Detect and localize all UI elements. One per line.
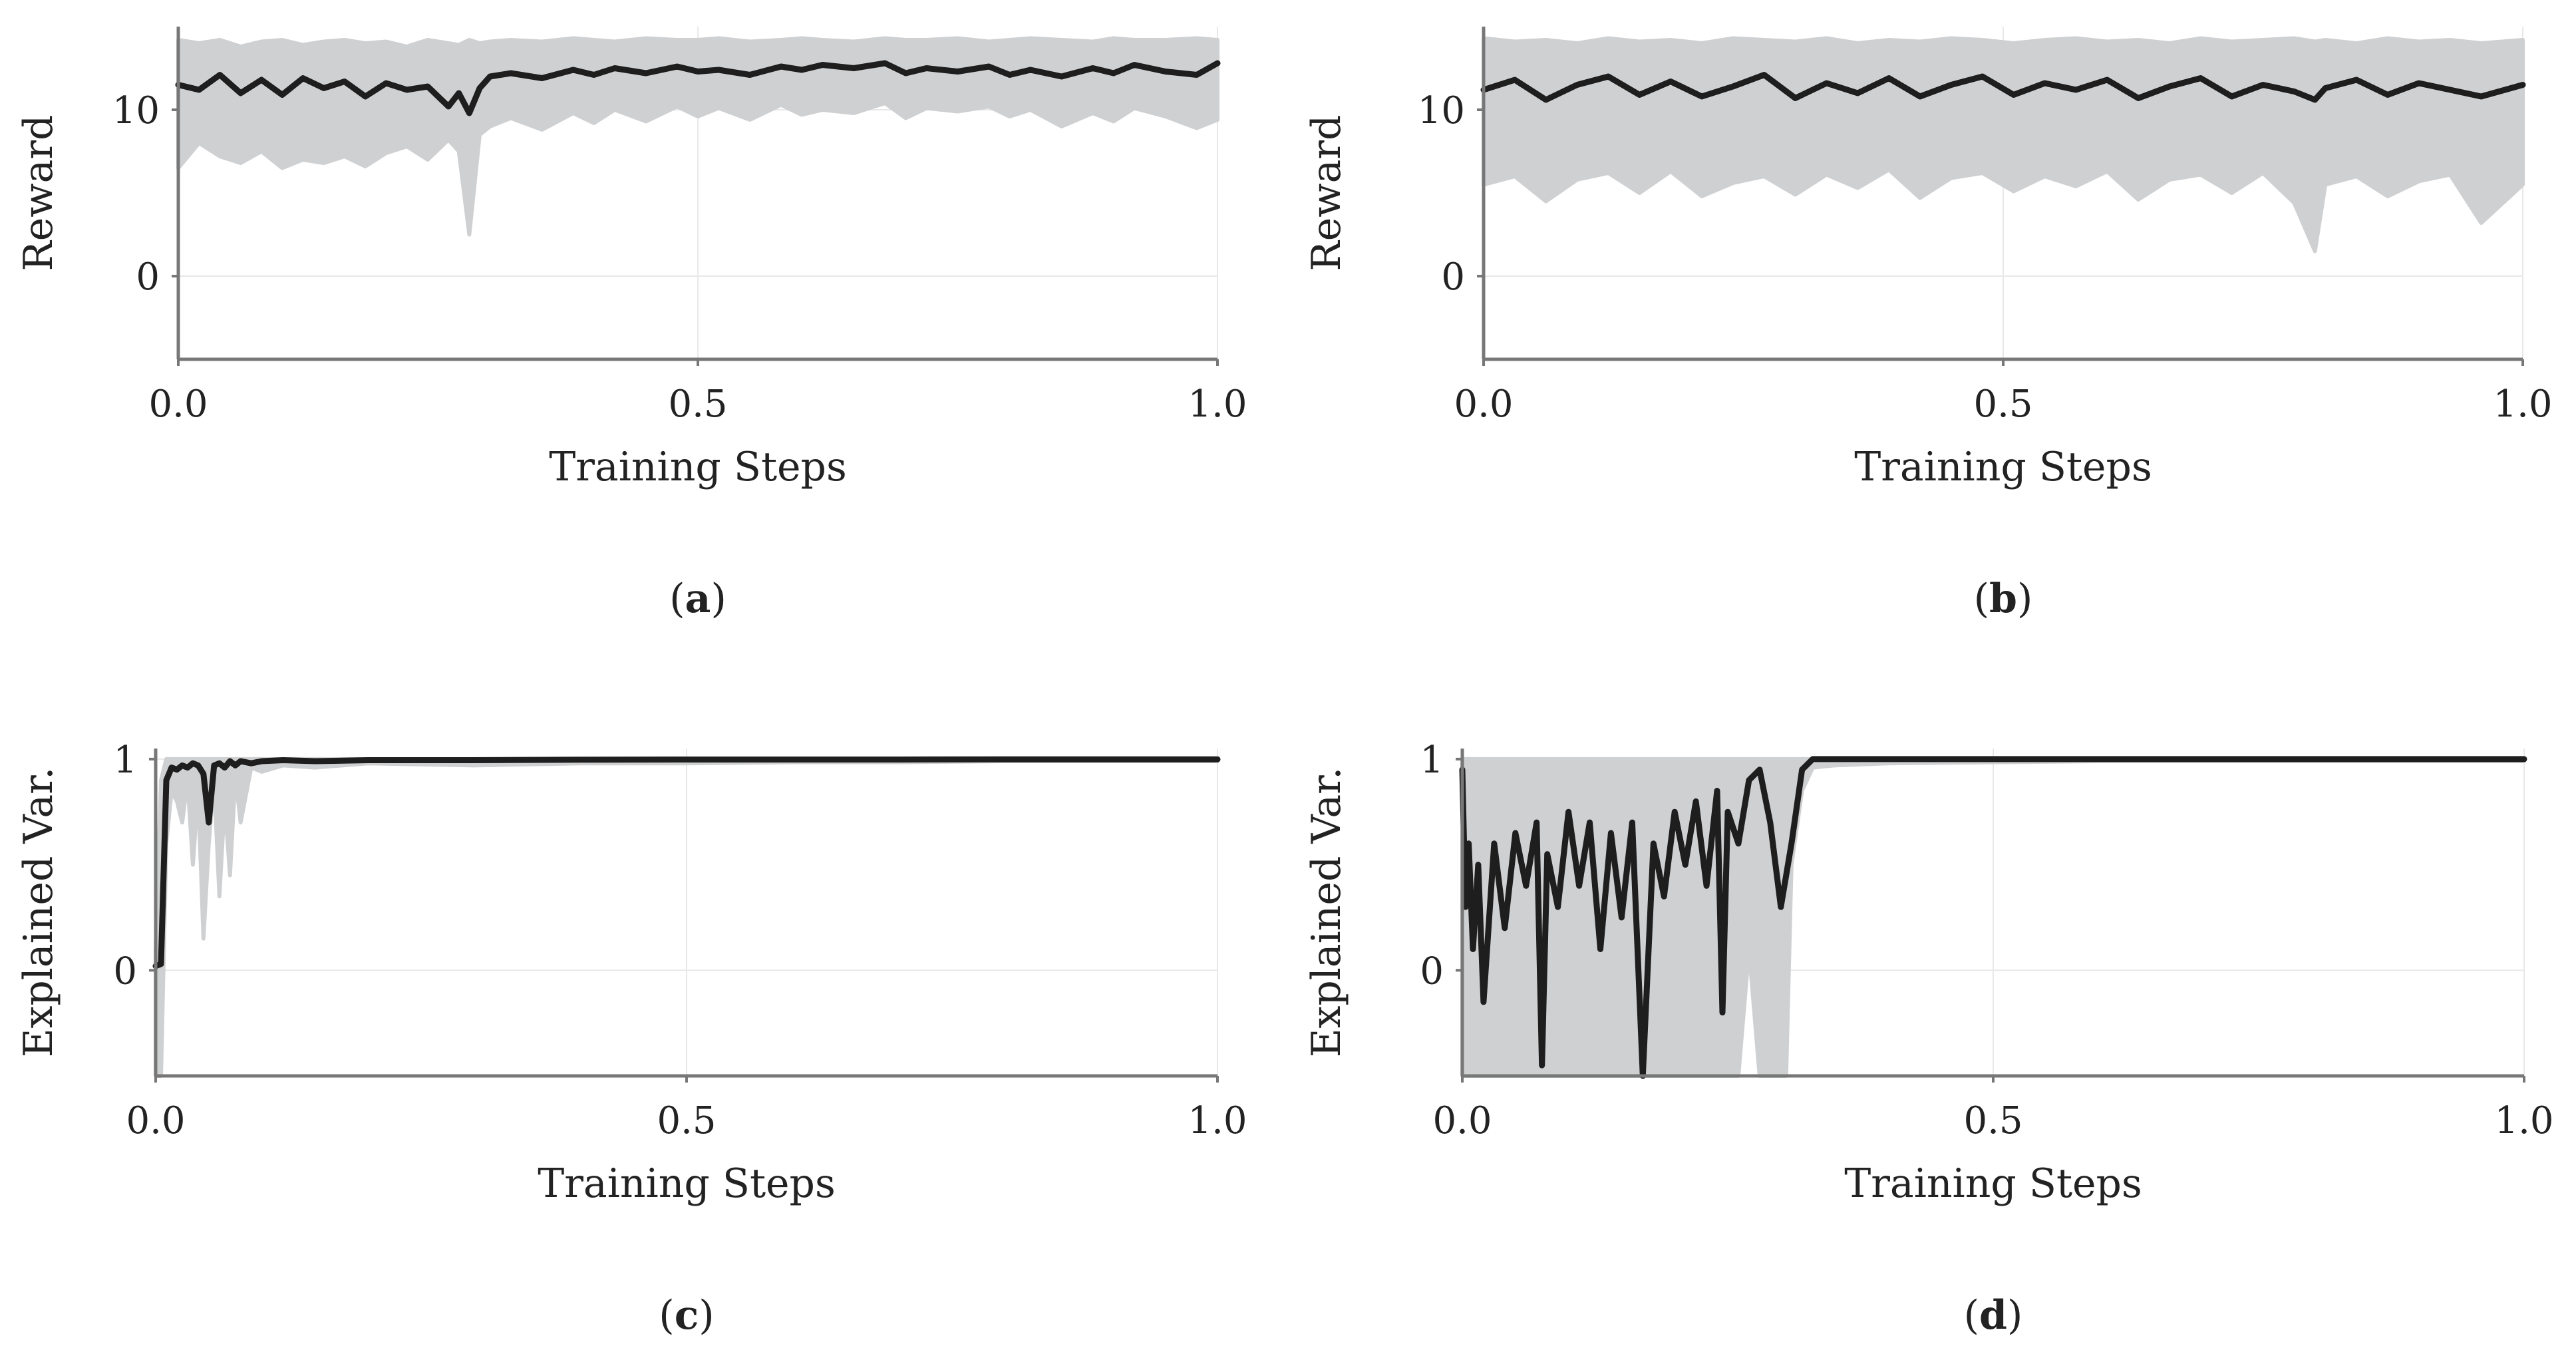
chart-c-mean-line	[152, 756, 1221, 969]
chart-a-x-tick-label-2: 1.0	[1188, 383, 1247, 426]
chart-panel-a: 0.0 0.5 1.0 0 10 Training Steps Reward (a)	[0, 0, 1288, 682]
chart-svg-b: 0.0 0.5 1.0 0 10 Training Steps Reward (b)	[1303, 27, 2553, 622]
chart-a-x-tick-label-1: 0.5	[668, 383, 727, 426]
chart-d-y-tick-label-0: 0	[1420, 949, 1444, 993]
chart-c-x-tick-label-0: 0.0	[126, 1099, 185, 1142]
chart-b-x-tick-label-1: 0.5	[1973, 383, 2032, 426]
chart-svg-d: 0.0 0.5 1.0 0 1 Training Steps Explained Var. (…	[1303, 739, 2554, 1339]
chart-a-y-axis-title: Reward	[15, 115, 62, 271]
chart-b-mean-line	[1480, 72, 2526, 103]
chart-c-x-tick-label-1: 0.5	[657, 1099, 716, 1142]
chart-panel-c: 0.0 0.5 1.0 0 1 Training Steps Explained Var. (…	[0, 682, 1288, 1364]
chart-panel-b: 0.0 0.5 1.0 0 10 Training Steps Reward (b)	[1288, 0, 2576, 682]
chart-b-x-axis-title: Training Steps	[1854, 444, 2152, 490]
chart-b-x-tick-label-2: 1.0	[2493, 383, 2552, 426]
chart-d-y-axis-title: Explained Var.	[1303, 767, 1350, 1058]
chart-svg-c: 0.0 0.5 1.0 0 1 Training Steps Explained Var. (…	[15, 739, 1247, 1339]
chart-d-x-axis-title: Training Steps	[1844, 1160, 2142, 1207]
chart-b-y-tick-label-0: 0	[1441, 256, 1465, 299]
chart-a-variance-band	[176, 36, 1219, 237]
chart-d-caption: (d)	[1964, 1292, 2023, 1339]
chart-d-x-tick-label-0: 0.0	[1432, 1099, 1492, 1142]
chart-b-x-tick-label-0: 0.0	[1454, 383, 1513, 426]
chart-d-x-tick-label-2: 1.0	[2494, 1099, 2553, 1142]
chart-c-x-tick-label-2: 1.0	[1188, 1099, 1247, 1142]
chart-b-y-axis-title: Reward	[1303, 115, 1350, 271]
chart-c-x-axis-title: Training Steps	[538, 1160, 836, 1207]
chart-c-y-tick-label-1: 1	[113, 739, 137, 782]
chart-panel-d: 0.0 0.5 1.0 0 1 Training Steps Explained Var. (…	[1288, 682, 2576, 1364]
chart-b-caption: (b)	[1974, 576, 2033, 622]
chart-svg-a: 0.0 0.5 1.0 0 10 Training Steps Reward (a)	[15, 27, 1247, 622]
chart-a-caption: (a)	[669, 576, 726, 622]
chart-b-y-tick-label-1: 10	[1418, 89, 1465, 132]
chart-b-variance-band	[1482, 36, 2525, 254]
chart-a-y-tick-label-1: 10	[112, 89, 160, 132]
chart-d-y-tick-label-1: 1	[1420, 739, 1444, 782]
chart-d-x-tick-label-1: 0.5	[1963, 1099, 2022, 1142]
chart-c-y-tick-label-0: 0	[113, 949, 137, 993]
chart-d-mean-line	[1459, 756, 2527, 1079]
chart-c-caption: (c)	[659, 1292, 714, 1339]
chart-a-mean-line	[175, 60, 1221, 116]
chart-a-x-axis-title: Training Steps	[549, 444, 847, 490]
chart-a-x-tick-label-0: 0.0	[148, 383, 208, 426]
chart-a-y-tick-label-0: 0	[136, 256, 160, 299]
chart-c-y-axis-title: Explained Var.	[15, 767, 62, 1058]
